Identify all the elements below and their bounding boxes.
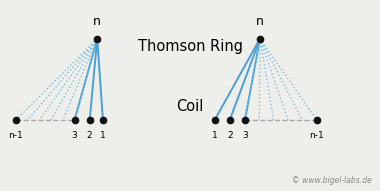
Text: 2: 2 <box>227 131 233 140</box>
Text: 1: 1 <box>212 131 217 140</box>
Text: n-1: n-1 <box>309 131 324 140</box>
Text: Coil: Coil <box>176 99 204 114</box>
Text: n: n <box>256 15 264 28</box>
Text: Thomson Ring: Thomson Ring <box>138 39 242 54</box>
Text: 2: 2 <box>87 131 92 140</box>
Text: n-1: n-1 <box>8 131 23 140</box>
Text: 1: 1 <box>100 131 106 140</box>
Text: © www.bigel-labs.de: © www.bigel-labs.de <box>292 176 372 185</box>
Text: 3: 3 <box>72 131 78 140</box>
Text: 3: 3 <box>242 131 248 140</box>
Text: n: n <box>93 15 101 28</box>
